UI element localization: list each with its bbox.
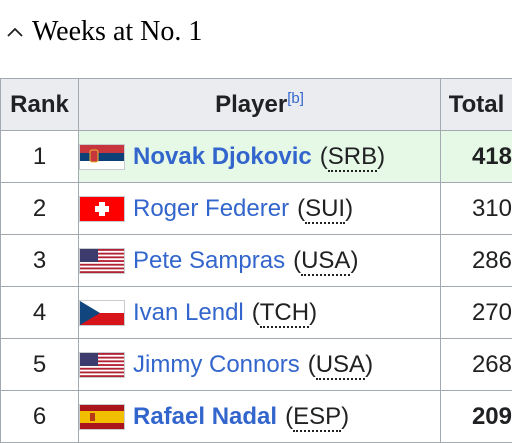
total-cell: 418 [441,131,512,183]
switzerland-flag-icon[interactable] [79,196,125,222]
rank-column-header[interactable]: Rank [1,79,79,131]
player-name-link[interactable]: Jimmy Connors [133,351,300,379]
country-code[interactable]: TCH [260,299,309,328]
country-code[interactable]: SRB [328,143,377,172]
country-label: (SRB) [320,143,385,171]
player-name-link[interactable]: Pete Sampras [133,247,285,275]
total-cell: 270 [441,287,512,339]
country-label: (ESP) [285,403,349,431]
spain-flag-icon[interactable] [79,404,125,430]
player-name-link[interactable]: Roger Federer [133,195,289,223]
player-cell: Novak Djokovic (SRB) [79,131,441,183]
rank-cell: 4 [1,287,79,339]
country-label: (SUI) [297,195,353,223]
country-code[interactable]: ESP [293,403,341,432]
rank-cell: 1 [1,131,79,183]
player-cell: Roger Federer (SUI) [79,183,441,235]
table-row: 1 Novak Djokovic (SRB) 418 [1,131,512,183]
table-row: 2 Roger Federer (SUI) 310 [1,183,512,235]
rank-cell: 3 [1,235,79,287]
section-title: Weeks at No. 1 [32,16,202,48]
player-cell: Jimmy Connors (USA) [79,339,441,391]
usa-flag-icon[interactable] [79,352,125,378]
table-row: 6 Rafael Nadal (ESP) 209 [1,391,512,443]
total-column-header[interactable]: Total [441,79,512,131]
player-cell: Ivan Lendl (TCH) [79,287,441,339]
player-cell: Rafael Nadal (ESP) [79,391,441,443]
rank-cell: 2 [1,183,79,235]
country-label: (TCH) [252,299,317,327]
table-row: 5 Jimmy Connors (USA) 268 [1,339,512,391]
player-cell: Pete Sampras (USA) [79,235,441,287]
table-row: 4 Ivan Lendl (TCH) 270 [1,287,512,339]
country-label: (USA) [293,247,358,275]
table-row: 3 Pete Sampras (USA) 286 [1,235,512,287]
player-name-link[interactable]: Rafael Nadal [133,403,277,431]
player-name-link[interactable]: Novak Djokovic [133,143,312,171]
usa-flag-icon[interactable] [79,248,125,274]
total-cell: 310 [441,183,512,235]
player-column-header[interactable]: Player[b] [79,79,441,131]
country-code[interactable]: SUI [305,195,345,224]
serbia-flag-icon[interactable] [79,144,125,170]
total-cell: 209 [441,391,512,443]
table-header-row: Rank Player[b] Total [1,79,512,131]
player-name-link[interactable]: Ivan Lendl [133,299,244,327]
total-cell: 268 [441,339,512,391]
country-code[interactable]: USA [316,351,365,380]
country-code[interactable]: USA [301,247,350,276]
country-label: (USA) [308,351,373,379]
chevron-up-icon[interactable] [6,23,24,41]
rank-cell: 6 [1,391,79,443]
czechoslovakia-flag-icon[interactable] [79,300,125,326]
footnote-link[interactable]: [b] [287,90,304,107]
section-header[interactable]: Weeks at No. 1 [6,14,202,50]
rank-cell: 5 [1,339,79,391]
total-cell: 286 [441,235,512,287]
weeks-at-no1-table: Rank Player[b] Total 1 Novak Djokovic (SRB… [0,78,512,443]
